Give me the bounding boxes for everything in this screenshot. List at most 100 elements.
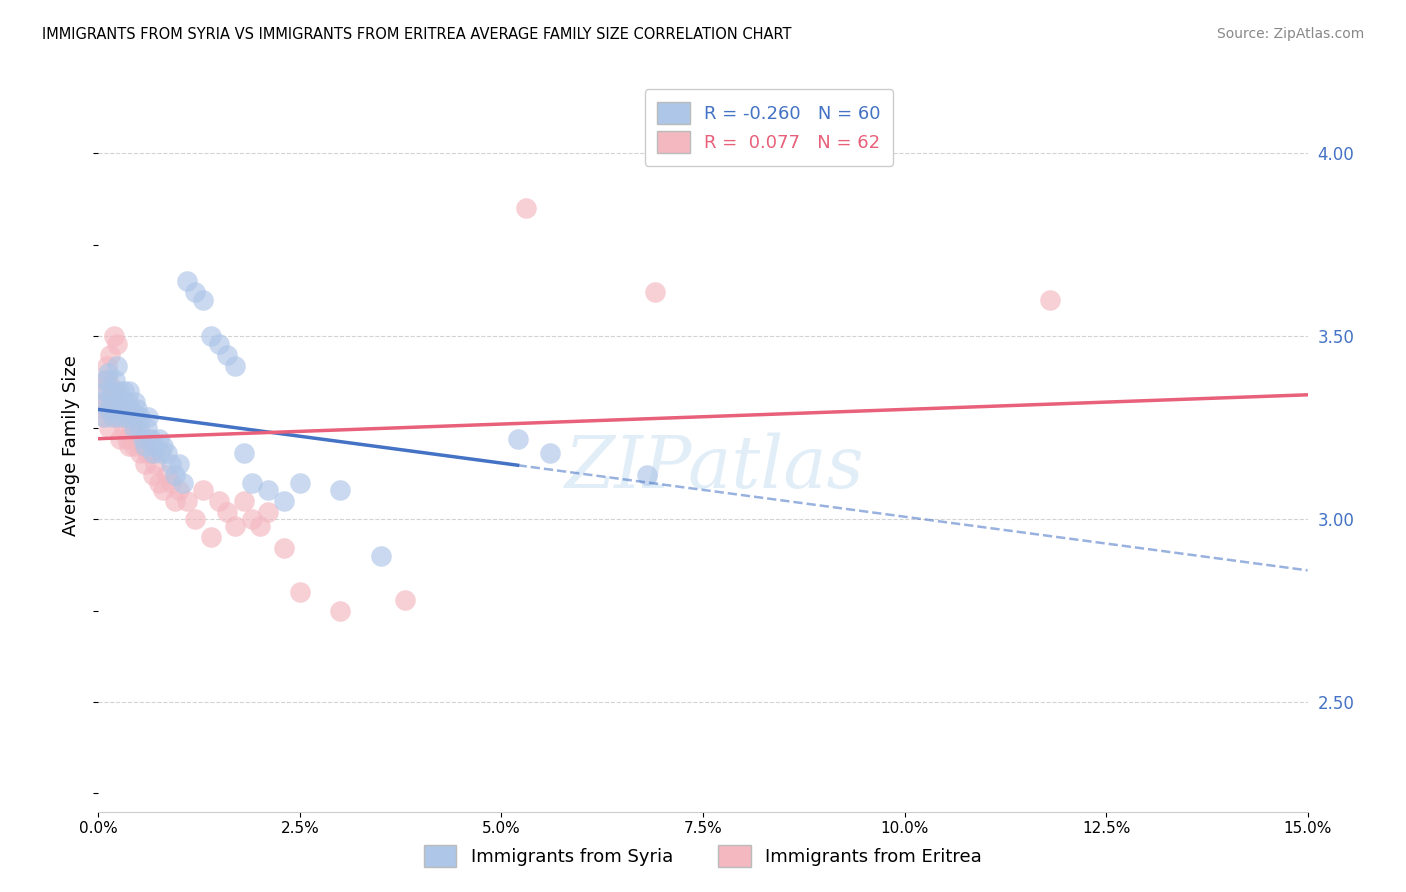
Legend: Immigrants from Syria, Immigrants from Eritrea: Immigrants from Syria, Immigrants from E… <box>416 838 990 874</box>
Point <box>148 432 170 446</box>
Point <box>105 402 128 417</box>
Point <box>217 348 239 362</box>
Point <box>121 432 143 446</box>
Point <box>107 384 129 399</box>
Point <box>273 494 295 508</box>
Point <box>370 549 392 563</box>
Point <box>108 432 131 446</box>
Point <box>127 402 149 417</box>
Point <box>124 395 146 409</box>
Point <box>506 432 529 446</box>
Point <box>184 285 207 300</box>
Point <box>1039 293 1062 307</box>
Point <box>636 468 658 483</box>
Point <box>288 475 311 490</box>
Point <box>224 519 246 533</box>
Point <box>96 359 118 373</box>
Point <box>122 421 145 435</box>
Point <box>135 446 157 460</box>
Point <box>139 432 162 446</box>
Point <box>515 202 537 216</box>
Point <box>121 409 143 424</box>
Point <box>124 409 146 424</box>
Point <box>120 421 142 435</box>
Point <box>96 373 118 387</box>
Point <box>208 494 231 508</box>
Legend: R = -0.260   N = 60, R =  0.077   N = 62: R = -0.260 N = 60, R = 0.077 N = 62 <box>645 89 893 166</box>
Point <box>100 384 122 399</box>
Point <box>111 402 134 417</box>
Point <box>125 409 148 424</box>
Point <box>118 384 141 399</box>
Point <box>139 446 162 460</box>
Point <box>98 348 121 362</box>
Point <box>138 432 160 446</box>
Point <box>193 483 215 497</box>
Point <box>132 432 155 446</box>
Point <box>107 409 129 424</box>
Point <box>167 458 190 472</box>
Point <box>97 366 120 380</box>
Point <box>94 384 117 399</box>
Point <box>128 432 150 446</box>
Point <box>163 468 186 483</box>
Point <box>142 446 165 460</box>
Point <box>94 373 117 387</box>
Point <box>538 446 561 460</box>
Point <box>232 494 254 508</box>
Point <box>134 458 156 472</box>
Point <box>176 494 198 508</box>
Point <box>160 458 183 472</box>
Point <box>112 384 135 399</box>
Point <box>208 336 231 351</box>
Point <box>103 373 125 387</box>
Point <box>184 512 207 526</box>
Point <box>273 541 295 556</box>
Point <box>112 421 135 435</box>
Point <box>143 439 166 453</box>
Point <box>288 585 311 599</box>
Text: ZIPatlas: ZIPatlas <box>565 433 865 503</box>
Point <box>110 395 132 409</box>
Point <box>152 439 174 453</box>
Point <box>156 446 179 460</box>
Point <box>96 395 118 409</box>
Point <box>110 402 132 417</box>
Point <box>101 409 124 424</box>
Point <box>97 421 120 435</box>
Point <box>105 384 128 399</box>
Point <box>142 468 165 483</box>
Point <box>120 402 142 417</box>
Point <box>117 395 139 409</box>
Point <box>94 384 117 399</box>
Point <box>101 384 124 399</box>
Point <box>148 475 170 490</box>
Point <box>256 505 278 519</box>
Point <box>143 458 166 472</box>
Point <box>176 275 198 289</box>
Point <box>135 421 157 435</box>
Point <box>394 592 416 607</box>
Point <box>329 604 352 618</box>
Point <box>100 402 122 417</box>
Point <box>200 530 222 544</box>
Point <box>163 494 186 508</box>
Point <box>138 409 160 424</box>
Point <box>240 475 263 490</box>
Point <box>200 329 222 343</box>
Point <box>115 409 138 424</box>
Point <box>152 483 174 497</box>
Point <box>129 409 152 424</box>
Point <box>97 373 120 387</box>
Y-axis label: Average Family Size: Average Family Size <box>62 356 80 536</box>
Point <box>111 409 134 424</box>
Point <box>172 475 194 490</box>
Point <box>132 439 155 453</box>
Point <box>105 336 128 351</box>
Point <box>115 432 138 446</box>
Point <box>105 359 128 373</box>
Point <box>644 285 666 300</box>
Point <box>93 409 115 424</box>
Point <box>129 446 152 460</box>
Point <box>134 439 156 453</box>
